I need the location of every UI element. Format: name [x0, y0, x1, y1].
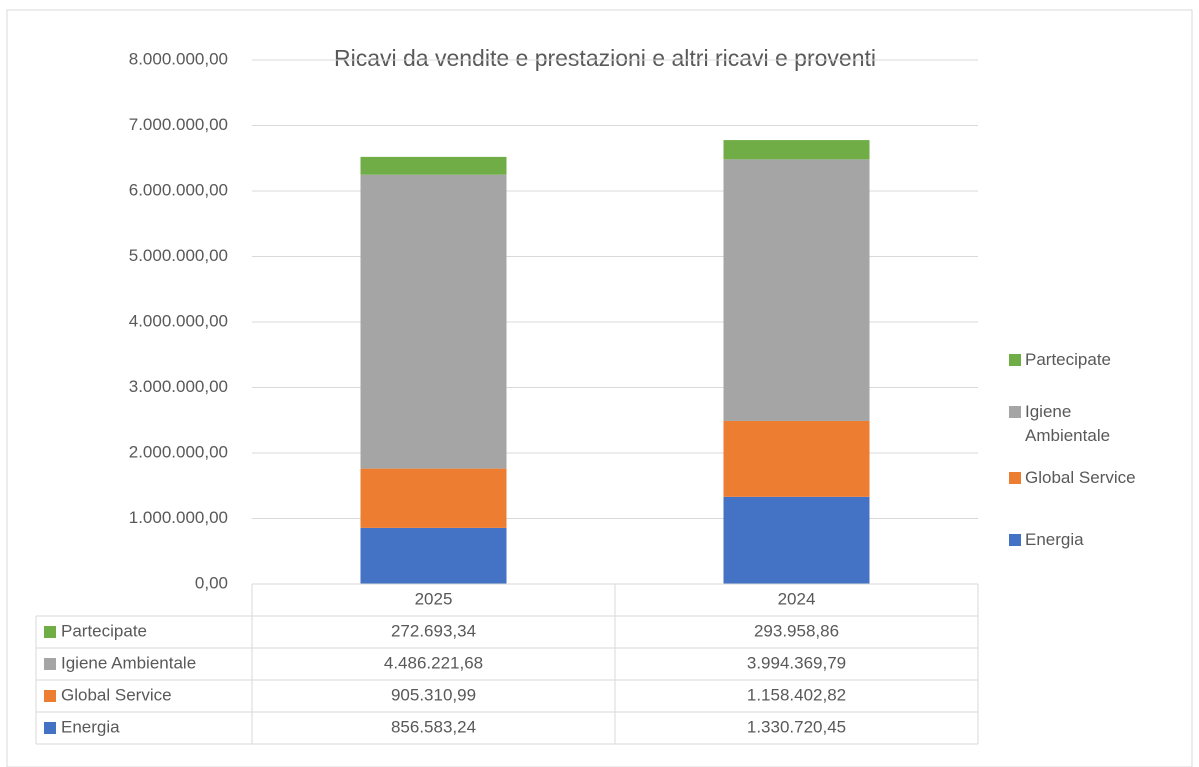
bar-segment	[360, 468, 507, 528]
table-value: 856.583,24	[391, 717, 476, 736]
legend-key	[1009, 354, 1021, 366]
bar-segment	[723, 140, 870, 160]
legend-item: Partecipate	[1025, 350, 1111, 369]
legend-label: Energia	[1025, 530, 1084, 549]
legend-item: Igiene Ambientale	[1025, 402, 1111, 445]
y-tick-label: 7.000.000,00	[129, 115, 228, 134]
legend-item: Energia	[1025, 530, 1084, 549]
y-tick-label: 4.000.000,00	[129, 311, 228, 330]
table-value: 905.310,99	[391, 685, 476, 704]
y-tick-label: 3.000.000,00	[129, 377, 228, 396]
y-tick-label: 6.000.000,00	[129, 180, 228, 199]
x-tick-label: 2024	[778, 589, 816, 608]
table-value: 272.693,34	[391, 621, 476, 640]
y-tick-label: 0,00	[195, 573, 228, 592]
table-legend-key	[44, 690, 56, 702]
table-row-label: Partecipate	[61, 621, 147, 640]
bar-segment	[723, 159, 870, 421]
x-tick-label: 2025	[415, 589, 453, 608]
table-value: 3.994.369,79	[747, 653, 846, 672]
legend-label: Igiene Ambientale	[1025, 402, 1111, 445]
table-legend-key	[44, 722, 56, 734]
legend-label: Global Service	[1025, 468, 1136, 487]
bar-segment	[723, 496, 870, 584]
y-tick-label: 1.000.000,00	[129, 508, 228, 527]
bar-segment	[360, 156, 507, 175]
table-row-label: Igiene Ambientale	[61, 653, 196, 672]
bar-segment	[360, 527, 507, 584]
y-tick-label: 5.000.000,00	[129, 246, 228, 265]
table-value: 1.330.720,45	[747, 717, 846, 736]
table-value: 4.486.221,68	[384, 653, 483, 672]
y-tick-label: 8.000.000,00	[129, 49, 228, 68]
table-row-label: Energia	[61, 717, 120, 736]
y-tick-label: 2.000.000,00	[129, 442, 228, 461]
bar-segment	[360, 174, 507, 469]
legend-key	[1009, 472, 1021, 484]
legend-label: Partecipate	[1025, 350, 1111, 369]
legend-key	[1009, 406, 1021, 418]
legend-key	[1009, 534, 1021, 546]
table-legend-key	[44, 626, 56, 638]
legend-item: Global Service	[1025, 468, 1136, 487]
table-legend-key	[44, 658, 56, 670]
bar-segment	[723, 420, 870, 497]
table-value: 293.958,86	[754, 621, 839, 640]
table-row-label: Global Service	[61, 685, 172, 704]
chart-title: Ricavi da vendite e prestazioni e altri …	[334, 45, 876, 71]
table-value: 1.158.402,82	[747, 685, 846, 704]
chart-border	[6, 9, 1193, 767]
